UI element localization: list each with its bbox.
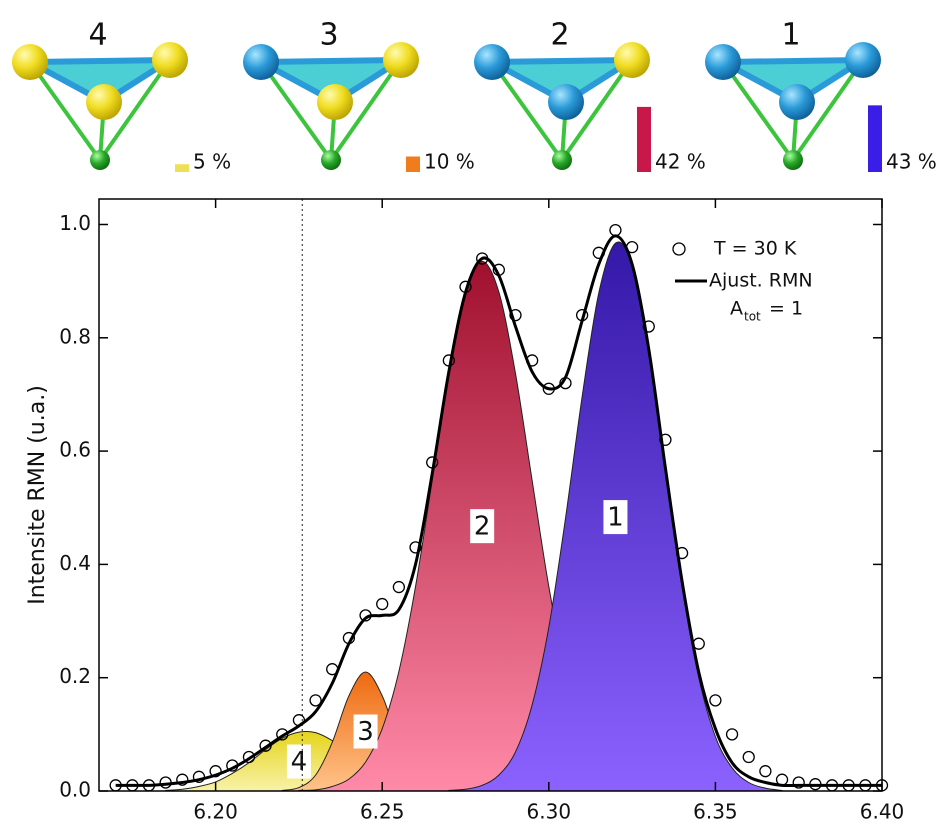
atom [548,84,584,120]
apex-atom [90,150,110,170]
y-tick-label: 0.4 [59,551,91,575]
atom [614,42,650,78]
component-label-box [603,500,628,535]
apex-atom [552,150,572,170]
face [261,60,401,102]
plot-frame [98,198,883,792]
legend-label: T = 30 K [713,238,797,260]
y-tick-label: 0.8 [59,324,91,348]
fraction-bar [175,164,189,172]
atom [705,44,741,80]
edge [489,57,635,65]
face [723,60,863,102]
atom [12,44,48,80]
component-label-box [286,744,311,779]
component-label: 1 [607,503,624,533]
component-label: 2 [474,512,491,542]
face [492,60,632,102]
y-tick-label: 1.0 [59,211,91,235]
edge [720,57,866,65]
data-point [409,541,422,554]
data-point [376,597,389,611]
atom [152,42,188,78]
atom [845,42,881,78]
annotation-suffix: = 1 [769,298,803,320]
atom [474,44,510,80]
bond [791,58,865,162]
bond [721,60,795,162]
fraction-label: 5 % [193,150,231,174]
bond [329,58,403,162]
bond [560,58,634,162]
fraction-bar [637,106,651,172]
data-point [709,694,722,707]
data-point [659,433,672,446]
bond [28,60,102,162]
component-label-box [353,714,378,749]
apex-atom [783,150,803,170]
data-point [609,224,622,237]
bond [490,60,564,162]
data-point [309,694,322,707]
data-point [792,776,805,789]
component-label-box [470,509,495,544]
apex-atom [321,150,341,170]
data-point [759,765,772,778]
atom [779,84,815,120]
data-point [742,750,755,764]
edge [27,57,173,65]
data-point [259,739,272,752]
legend-marker [672,242,686,256]
annotation-sub: tot [744,310,761,324]
y-axis-label: Intensite RMN (u.a.) [25,385,50,605]
structure-label: 2 [550,18,569,53]
annotation-main: A [730,298,743,320]
y-tick-label: 0.2 [59,664,91,688]
edge [258,57,404,65]
y-tick-label: 0.6 [59,438,91,462]
x-tick-label: 6.25 [360,800,405,824]
fraction-label: 10 % [424,150,475,174]
data-point [242,750,256,764]
x-tick-label: 6.35 [693,800,738,824]
bond [259,60,333,162]
fraction-label: 43 % [886,150,937,174]
component-label: 4 [291,747,308,777]
x-tick-label: 6.40 [860,800,905,824]
data-point [509,308,522,322]
structure-label: 3 [319,18,338,53]
fit-line [115,234,882,788]
x-tick-label: 6.30 [527,800,572,824]
face [30,60,170,102]
structure-label: 4 [88,18,107,53]
fraction-bar [406,156,420,172]
atom [243,44,279,80]
bond [98,58,172,162]
atom [86,84,122,120]
fraction-bar [868,105,882,172]
component-label: 3 [357,717,374,747]
fraction-label: 42 % [655,150,706,174]
data-point [392,580,406,594]
atom [317,84,353,120]
data-point [725,728,739,741]
data-point [642,320,655,333]
legend-label: Ajust. RMN [709,270,813,292]
data-point [176,773,189,786]
y-tick-label: 0.0 [59,778,91,802]
atom [383,42,419,78]
structure-label: 1 [781,18,800,53]
x-tick-label: 6.20 [193,800,238,824]
